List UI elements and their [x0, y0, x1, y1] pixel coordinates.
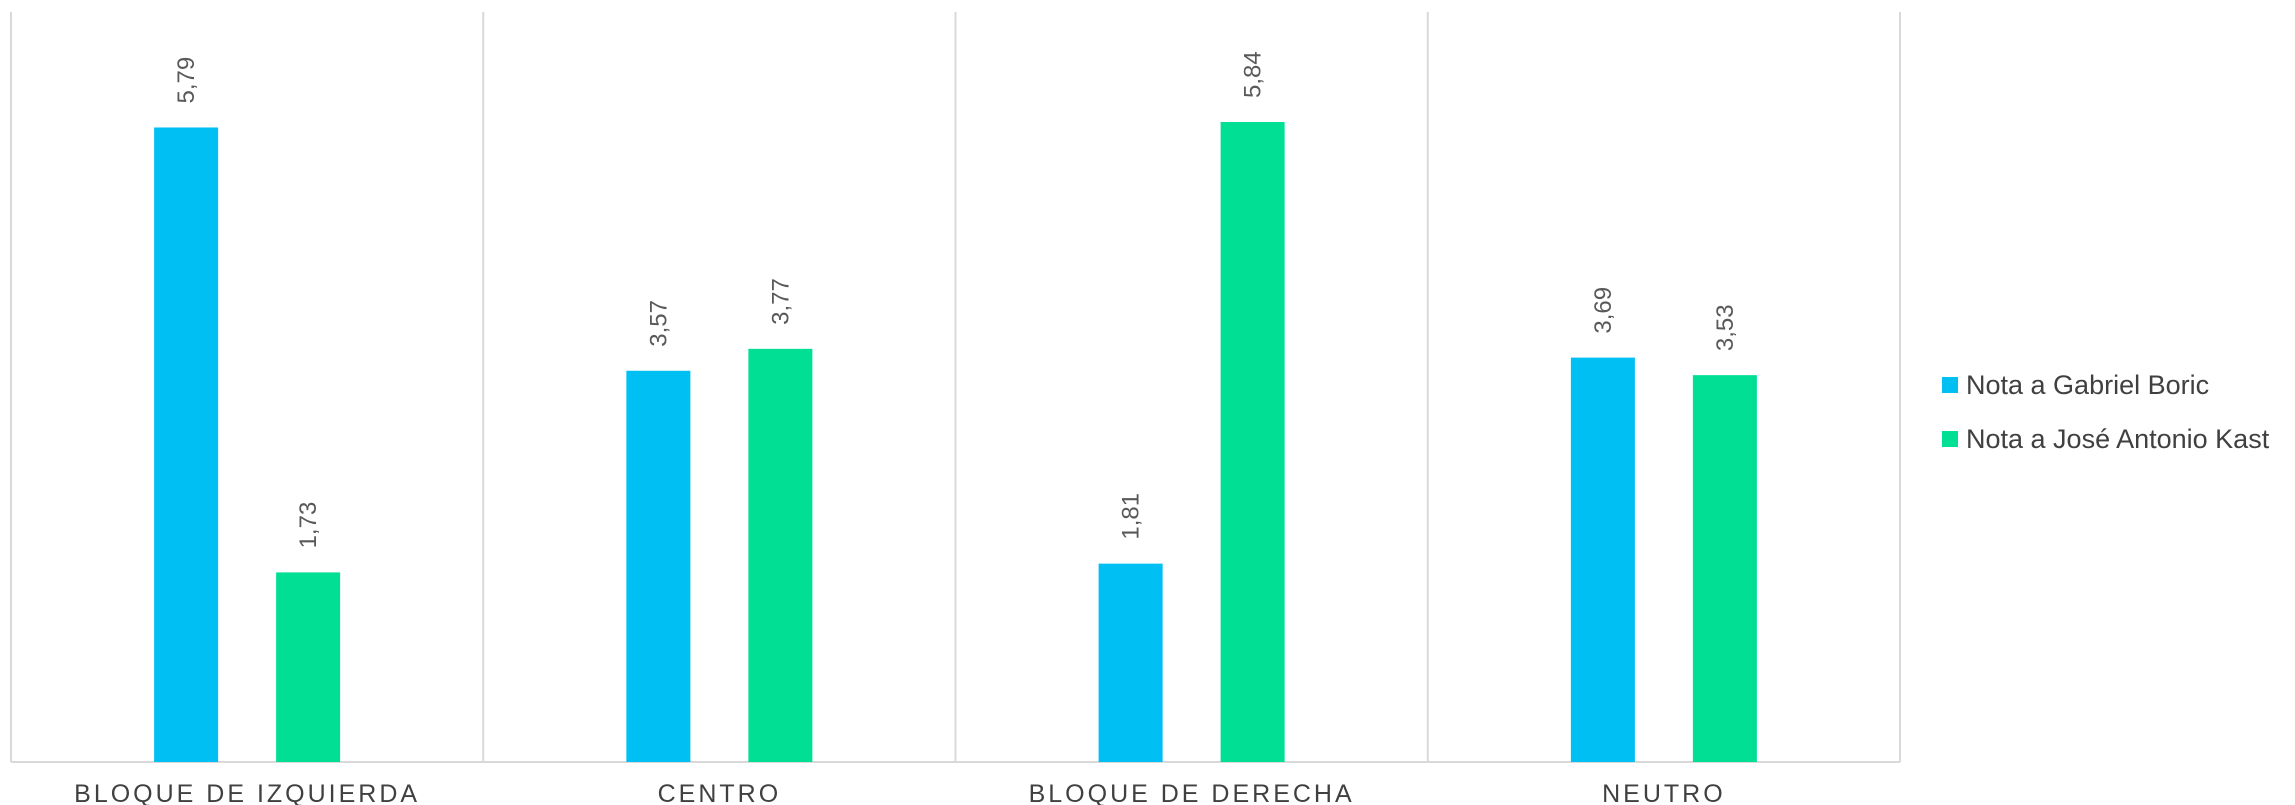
data-label: 1,81: [1118, 493, 1145, 540]
bar-kast-2: [1220, 122, 1285, 762]
data-label: 3,77: [767, 278, 794, 325]
category-label: CENTRO: [658, 780, 782, 805]
category-label: NEUTRO: [1602, 780, 1726, 805]
bar-boric-0: [154, 127, 219, 763]
data-label: 5,79: [173, 57, 200, 104]
legend-swatch-kast: [1942, 431, 1958, 447]
bar-boric-1: [626, 370, 691, 762]
bar-boric-3: [1570, 357, 1635, 762]
legend-label-boric: Nota a Gabriel Boric: [1966, 369, 2210, 400]
bar-boric-2: [1098, 563, 1163, 762]
legend-item-kast: Nota a José Antonio Kast: [1942, 412, 2269, 466]
legend-label-kast: Nota a José Antonio Kast: [1966, 423, 2270, 454]
bar-kast-1: [748, 348, 813, 762]
legend-item-boric: Nota a Gabriel Boric: [1942, 358, 2269, 412]
data-label: 3,57: [645, 300, 672, 347]
data-label: 1,73: [295, 502, 322, 549]
data-label: 3,69: [1590, 287, 1617, 334]
category-label: BLOQUE DE DERECHA: [1029, 780, 1355, 805]
data-label: 3,53: [1712, 304, 1739, 351]
bar-kast-0: [276, 572, 341, 762]
category-label: BLOQUE DE IZQUIERDA: [74, 780, 420, 805]
legend: Nota a Gabriel Boric Nota a José Antonio…: [1942, 358, 2269, 466]
bar-chart: 5,79 1,73 BLOQUE DE IZQUIERDA 3,57 3,77 CENTR…: [10, 12, 1901, 805]
bar-kast-3: [1692, 375, 1757, 762]
data-label: 5,84: [1240, 51, 1267, 98]
legend-swatch-boric: [1942, 377, 1958, 393]
